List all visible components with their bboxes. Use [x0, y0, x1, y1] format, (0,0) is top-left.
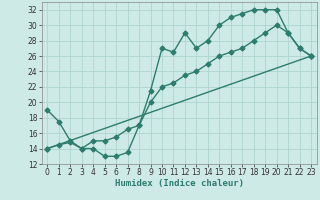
- X-axis label: Humidex (Indice chaleur): Humidex (Indice chaleur): [115, 179, 244, 188]
